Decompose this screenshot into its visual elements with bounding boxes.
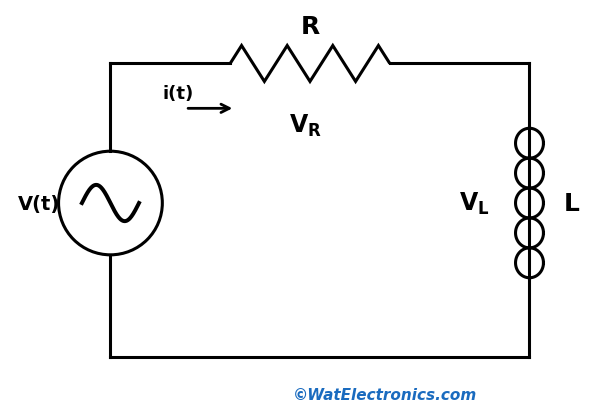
Text: V(t): V(t): [17, 194, 60, 213]
Text: $\mathbf{V_L}$: $\mathbf{V_L}$: [460, 190, 490, 216]
Text: $\mathbf{V_R}$: $\mathbf{V_R}$: [288, 113, 322, 139]
Text: R: R: [301, 14, 320, 38]
Text: ©WatElectronics.com: ©WatElectronics.com: [293, 387, 477, 402]
Text: i(t): i(t): [163, 85, 193, 103]
Text: L: L: [564, 192, 579, 216]
